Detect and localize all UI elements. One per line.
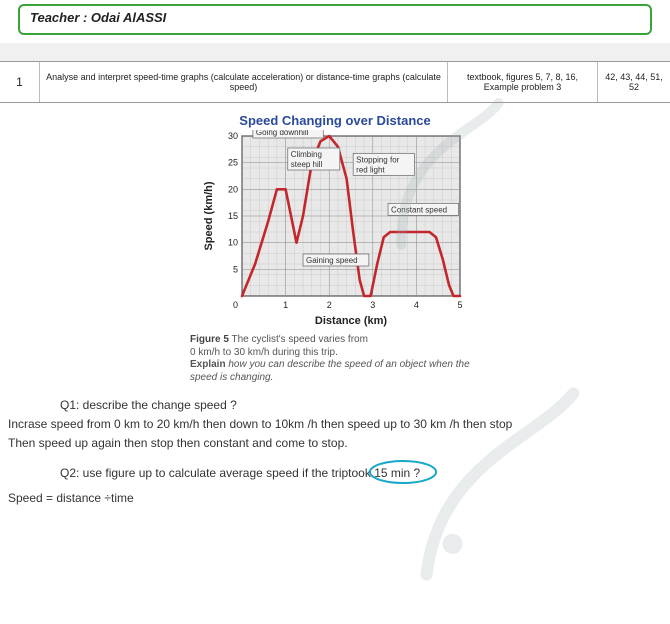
q2-circled-text: 15 min ? (374, 466, 420, 480)
explain-word: Explain (190, 359, 226, 370)
explain-rest: how you can describe the speed of an obj… (190, 359, 470, 383)
svg-text:Speed (km/h): Speed (km/h) (203, 181, 215, 250)
svg-text:0: 0 (233, 300, 238, 310)
caption-line1: The cyclist's speed varies from (232, 334, 368, 345)
chart-container: Speed Changing over Distance 1 2 3 4 5 0 5 10 15… (190, 113, 480, 330)
figure-label: Figure 5 (190, 334, 229, 345)
svg-text:Constant speed: Constant speed (391, 205, 447, 214)
svg-text:Gaining speed: Gaining speed (306, 256, 358, 265)
svg-text:5: 5 (233, 264, 238, 274)
svg-text:5: 5 (457, 300, 462, 310)
svg-text:Stopping for: Stopping for (356, 155, 399, 164)
svg-text:30: 30 (228, 131, 238, 141)
divider-bar (0, 43, 670, 61)
answer-1a: Incrase speed from 0 km to 20 km/h then … (8, 415, 670, 434)
chart-title: Speed Changing over Distance (190, 113, 480, 128)
speed-distance-chart: 1 2 3 4 5 0 5 10 15 20 25 30 Distance (km) Speed (km/… (200, 130, 470, 330)
svg-text:1: 1 (283, 300, 288, 310)
svg-text:Distance (km): Distance (km) (315, 315, 387, 327)
svg-text:Going downhill: Going downhill (256, 130, 309, 137)
qa-section: Q1: describe the change speed ? Incrase … (0, 396, 670, 508)
question-2: Q2: use figure up to calculate average s… (60, 464, 670, 483)
svg-text:10: 10 (228, 238, 238, 248)
svg-text:3: 3 (370, 300, 375, 310)
row-index: 1 (0, 62, 40, 102)
caption-line2: 0 km/h to 30 km/h during this trip. (190, 347, 338, 358)
svg-text:steep hill: steep hill (291, 160, 323, 169)
svg-text:25: 25 (228, 158, 238, 168)
teacher-name: Teacher : Odai AlASSI (30, 10, 166, 25)
answer-1b: Then speed up again then stop then const… (8, 434, 670, 453)
svg-text:15: 15 (228, 211, 238, 221)
figure-caption: Figure 5 The cyclist's speed varies from… (190, 334, 480, 384)
q2-pre: Q2: use figure up to calculate average s… (60, 466, 374, 480)
svg-text:2: 2 (327, 300, 332, 310)
question-1: Q1: describe the change speed ? (60, 396, 670, 415)
svg-text:Climbing: Climbing (291, 150, 322, 159)
teacher-box: Teacher : Odai AlASSI (18, 4, 652, 35)
answer-2: Speed = distance ÷time (8, 489, 670, 508)
svg-text:red light: red light (356, 165, 385, 174)
row-pages: 42, 43, 44, 51, 52 (598, 62, 670, 102)
row-ref: textbook, figures 5, 7, 8, 16, Example p… (448, 62, 598, 102)
row-desc: Analyse and interpret speed-time graphs … (40, 62, 448, 102)
standards-row: 1 Analyse and interpret speed-time graph… (0, 61, 670, 103)
svg-text:20: 20 (228, 184, 238, 194)
q2-circled: 15 min ? (374, 464, 420, 483)
svg-text:4: 4 (414, 300, 419, 310)
